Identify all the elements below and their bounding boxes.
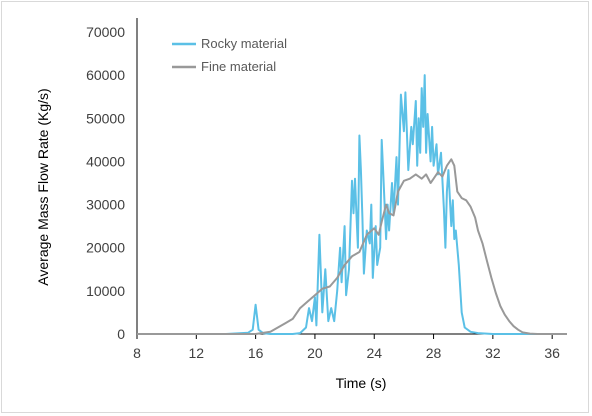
series-line-rocky bbox=[137, 74, 567, 335]
y-axis-title: Average Mass Flow Rate (Kg/s) bbox=[35, 88, 51, 285]
y-tick-label: 50000 bbox=[86, 110, 125, 126]
series-line-fine bbox=[137, 158, 567, 335]
x-tick-label: 28 bbox=[426, 345, 442, 361]
x-tick-label: 24 bbox=[366, 345, 382, 361]
x-tick-label: 12 bbox=[189, 345, 205, 361]
x-axis-title: Time (s) bbox=[336, 375, 387, 391]
x-tick-label: 32 bbox=[485, 345, 501, 361]
y-tick-label: 0 bbox=[117, 326, 125, 342]
series-layer bbox=[137, 74, 567, 335]
legend-label: Fine material bbox=[201, 59, 276, 74]
axes: 0 10000 20000 30000 40000 50000 60000 70000 8 12 1… bbox=[86, 18, 567, 361]
x-tick-label: 20 bbox=[307, 345, 323, 361]
y-tick-label: 70000 bbox=[86, 24, 125, 40]
legend: Rocky material Fine material bbox=[172, 36, 287, 74]
legend-label: Rocky material bbox=[201, 36, 287, 51]
y-tick-label: 10000 bbox=[86, 283, 125, 299]
y-tick-label: 20000 bbox=[86, 240, 125, 256]
x-tick-label: 16 bbox=[248, 345, 264, 361]
y-tick-label: 30000 bbox=[86, 197, 125, 213]
y-tick-label: 60000 bbox=[86, 67, 125, 83]
x-tick-label: 8 bbox=[133, 345, 141, 361]
x-tick-label: 36 bbox=[544, 345, 560, 361]
y-tick-label: 40000 bbox=[86, 153, 125, 169]
